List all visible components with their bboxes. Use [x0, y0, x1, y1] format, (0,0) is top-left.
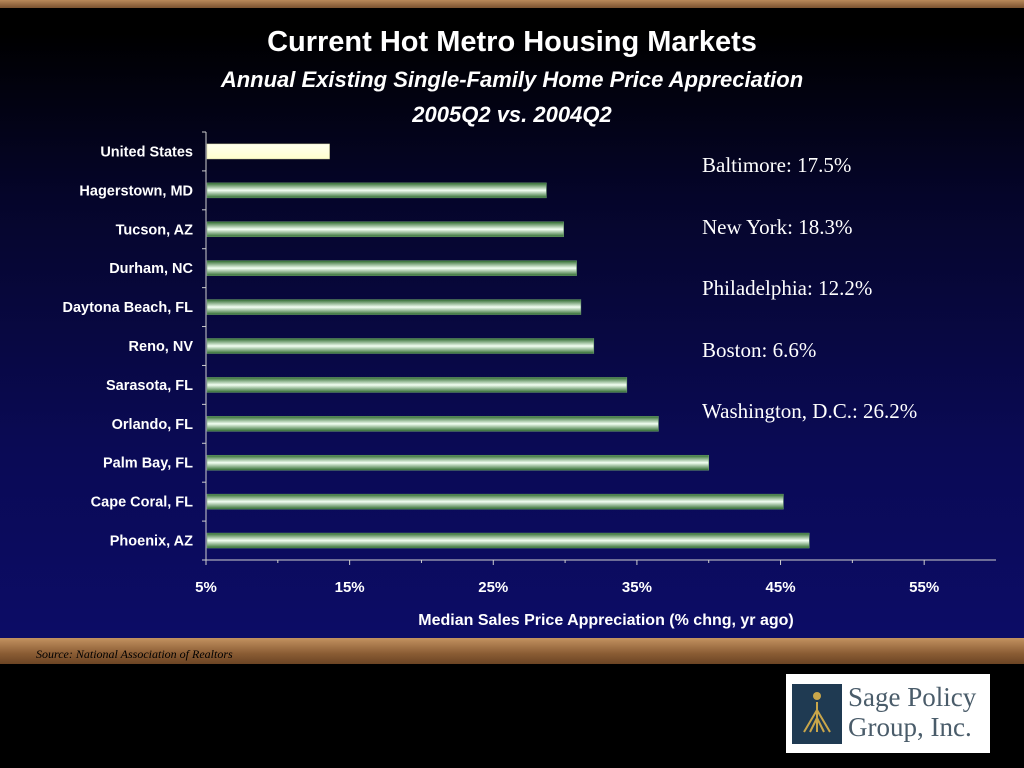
logo-line-1: Sage Policy	[848, 682, 977, 712]
callout-new-york: New York: 18.3%	[702, 214, 853, 239]
callout-philadelphia: Philadelphia: 12.2%	[702, 276, 873, 300]
y-category-label: Daytona Beach, FL	[62, 300, 193, 316]
metro-callouts: Baltimore: 17.5% New York: 18.3% Philade…	[702, 153, 917, 461]
callout-washington: Washington, D.C.: 26.2%	[702, 399, 918, 423]
logo-text: Sage Policy Group, Inc.	[848, 682, 976, 742]
bar	[206, 532, 810, 549]
sage-logo-mark-icon	[792, 684, 842, 744]
y-category-label: Durham, NC	[109, 261, 193, 277]
x-tick-label: 45%	[766, 579, 796, 596]
chart-period: 2005Q2 vs. 2004Q2	[412, 102, 612, 127]
bar	[206, 338, 595, 354]
bar	[206, 221, 564, 238]
bar	[206, 416, 659, 432]
callout-baltimore: Baltimore: 17.5%	[702, 153, 852, 177]
source-note: Source: National Association of Realtors	[36, 647, 233, 661]
logo-line-2: Group, Inc.	[848, 712, 972, 742]
top-accent-band	[0, 0, 1024, 8]
y-category-label: Sarasota, FL	[106, 378, 193, 394]
y-category-label: Hagerstown, MD	[79, 183, 193, 199]
footer-divider-band	[0, 638, 1024, 664]
x-tick-label: 15%	[335, 579, 365, 596]
y-category-label: Reno, NV	[129, 339, 194, 355]
y-category-label: Phoenix, AZ	[110, 534, 193, 550]
x-tick-label: 25%	[478, 579, 508, 596]
bar	[206, 260, 577, 276]
callout-boston: Boston: 6.6%	[702, 337, 817, 362]
x-tick-label: 5%	[195, 579, 217, 596]
y-category-label: Orlando, FL	[112, 417, 194, 433]
bar	[206, 454, 709, 471]
bar	[206, 377, 628, 393]
x-tick-label: 55%	[909, 579, 939, 596]
bar-highlight	[206, 143, 330, 160]
y-category-label: Tucson, AZ	[116, 222, 193, 238]
chart-subtitle: Annual Existing Single-Family Home Price…	[220, 67, 804, 92]
chart-title: Current Hot Metro Housing Markets	[267, 26, 757, 58]
bar-chart: 5% 15% 25% 35% 45% 55% Median Sales Price Appr…	[62, 131, 996, 629]
y-category-label: United States	[100, 144, 193, 160]
y-category-label: Cape Coral, FL	[91, 495, 193, 511]
x-axis-label: Median Sales Price Appreciation (% chng,…	[418, 612, 794, 629]
bar	[206, 493, 784, 510]
bar	[206, 299, 582, 315]
sage-policy-logo: Sage Policy Group, Inc.	[786, 674, 990, 753]
bar	[206, 182, 547, 199]
y-category-label: Palm Bay, FL	[103, 456, 193, 472]
x-tick-label: 35%	[622, 579, 652, 596]
